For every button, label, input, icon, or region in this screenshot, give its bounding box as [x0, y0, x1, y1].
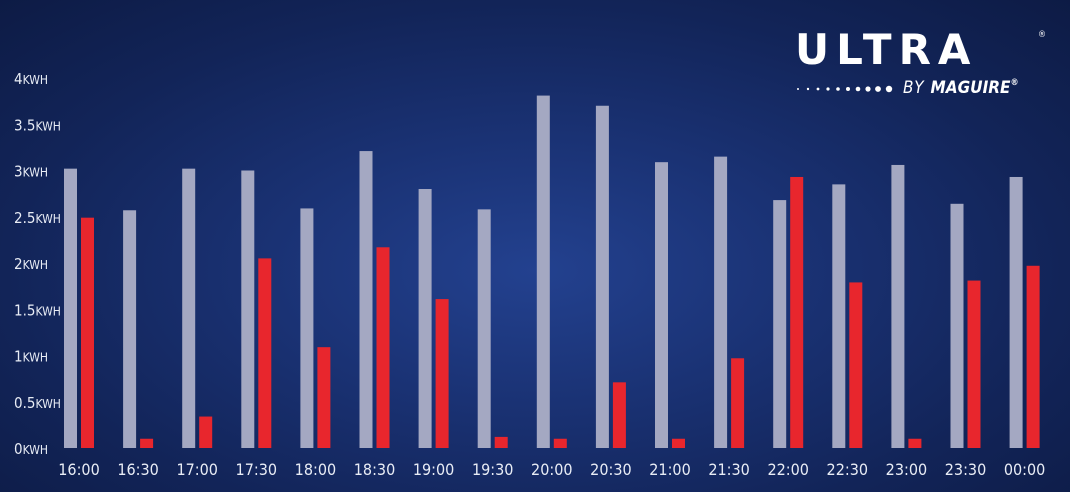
x-tick-label: 16:00 [58, 460, 99, 479]
bar-series-1 [359, 151, 373, 448]
bar-series-2 [967, 280, 981, 448]
x-tick-label: 19:30 [472, 460, 513, 479]
y-axis: 0KWH0.5KWH1KWH1.5KWH2KWH2.5KWH3KWH3.5KWH… [14, 70, 61, 458]
bar-series-2 [494, 436, 508, 448]
y-tick-unit: KWH [23, 166, 48, 180]
bar-series-2 [790, 176, 804, 448]
y-tick-value: 2 [14, 255, 23, 273]
bar-series-2 [199, 416, 213, 448]
logo-byline: BY MAGUIRE® [903, 78, 1019, 98]
ultra-logo: ULTRA ® BY MAGUIRE® [790, 28, 1050, 103]
x-axis: 16:00 16:30 17:00 17:30 18:00 18:30 19:00 19:30… [58, 460, 1045, 479]
x-tick-label: 22:00 [767, 460, 808, 479]
y-tick-value: 1.5 [14, 301, 35, 319]
bar-series-1 [241, 170, 255, 448]
bar-series-1 [950, 203, 964, 448]
bar-series-2 [612, 382, 626, 448]
x-tick-label: 18:00 [295, 460, 336, 479]
bar-series-1 [773, 200, 787, 448]
logo-brand: MAGUIRE [930, 78, 1011, 98]
bar-series-2 [376, 247, 390, 448]
x-tick-label: 21:00 [649, 460, 690, 479]
y-tick-label: 4KWH [14, 70, 48, 88]
y-tick-unit: KWH [23, 443, 48, 457]
y-tick-label: 2.5KWH [14, 209, 61, 227]
logo-registered-mark: ® [1038, 30, 1047, 40]
bar-series-2 [258, 258, 272, 448]
bar-series-1 [123, 210, 137, 448]
y-tick-label: 3.5KWH [14, 116, 61, 134]
y-tick-unit: KWH [35, 304, 60, 318]
x-tick-label: 23:30 [945, 460, 986, 479]
bar-series-2 [81, 217, 94, 448]
y-tick-label: 1.5KWH [14, 301, 61, 319]
logo-by: BY [903, 78, 925, 98]
bar-series-2 [1026, 265, 1040, 448]
logo-brand-registered: ® [1010, 78, 1019, 88]
y-tick-value: 2.5 [14, 209, 35, 227]
bar-series-1 [714, 156, 728, 448]
bar-series-1 [300, 208, 314, 448]
bar-series-2 [849, 282, 863, 448]
x-tick-label: 20:30 [590, 460, 631, 479]
bar-series-1 [595, 105, 609, 448]
x-tick-label: 22:30 [827, 460, 868, 479]
bar-series-1 [1009, 176, 1023, 448]
y-tick-value: 4 [14, 70, 23, 88]
logo-wordmark: ULTRA [795, 25, 978, 74]
y-tick-value: 0.5 [14, 394, 35, 412]
y-tick-value: 3 [14, 163, 23, 181]
bar-series-1 [418, 189, 432, 448]
y-tick-unit: KWH [23, 351, 48, 365]
bar-series-1 [64, 168, 77, 448]
y-tick-value: 0 [14, 440, 23, 458]
x-tick-label: 17:00 [176, 460, 217, 479]
bar-series-1 [182, 168, 196, 448]
bar-series-1 [477, 209, 491, 448]
bar-series-1 [655, 162, 668, 449]
bar-series-2 [317, 347, 331, 448]
x-tick-label: 20:00 [531, 460, 572, 479]
bar-series-1 [891, 164, 905, 448]
x-tick-label: 17:30 [236, 460, 277, 479]
bar-series-2 [435, 299, 449, 448]
x-tick-label: 18:30 [354, 460, 395, 479]
y-tick-unit: KWH [23, 258, 48, 272]
x-tick-label: 23:00 [886, 460, 927, 479]
y-tick-unit: KWH [35, 119, 60, 133]
y-tick-label: 0.5KWH [14, 394, 61, 412]
bar-series-2 [908, 438, 922, 448]
bar-series-2 [140, 438, 154, 448]
bar-series-2 [672, 438, 685, 448]
x-tick-label: 19:00 [413, 460, 454, 479]
y-tick-value: 3.5 [14, 116, 35, 134]
y-tick-unit: KWH [35, 212, 60, 226]
y-tick-label: 3KWH [14, 163, 48, 181]
bar-series-1 [832, 184, 846, 448]
x-tick-label: 16:30 [117, 460, 158, 479]
bars [64, 95, 1040, 449]
y-tick-label: 1KWH [14, 348, 48, 366]
x-tick-label: 21:30 [708, 460, 749, 479]
y-tick-label: 2KWH [14, 255, 48, 273]
y-tick-label: 0KWH [14, 440, 48, 458]
bar-series-2 [731, 358, 745, 448]
y-tick-value: 1 [14, 348, 23, 366]
bar-series-1 [536, 95, 550, 448]
y-tick-unit: KWH [23, 73, 48, 87]
dotted-line-icon [797, 85, 893, 93]
bar-series-2 [553, 438, 567, 448]
x-tick-label: 00:00 [1004, 460, 1045, 479]
y-tick-unit: KWH [35, 397, 60, 411]
